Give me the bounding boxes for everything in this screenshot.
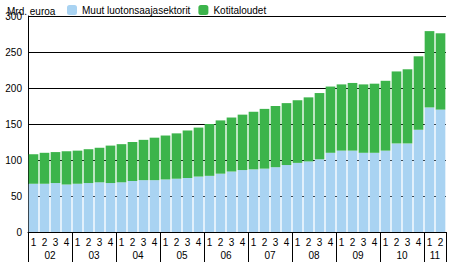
svg-text:4: 4: [108, 237, 114, 248]
svg-text:1: 1: [339, 237, 345, 248]
svg-text:3: 3: [97, 237, 103, 248]
svg-text:1: 1: [251, 237, 257, 248]
svg-text:1: 1: [427, 237, 433, 248]
svg-text:1: 1: [119, 237, 125, 248]
svg-text:Kotitaloudet: Kotitaloudet: [213, 5, 266, 16]
svg-text:2: 2: [350, 237, 356, 248]
svg-text:4: 4: [284, 237, 290, 248]
svg-text:2: 2: [174, 237, 180, 248]
svg-text:07: 07: [264, 250, 276, 261]
svg-text:100: 100: [5, 155, 22, 166]
svg-text:2: 2: [438, 237, 444, 248]
svg-text:3: 3: [317, 237, 323, 248]
svg-text:0: 0: [16, 227, 22, 238]
svg-text:06: 06: [220, 250, 232, 261]
svg-text:05: 05: [176, 250, 188, 261]
svg-text:3: 3: [185, 237, 191, 248]
svg-text:2: 2: [262, 237, 268, 248]
svg-text:1: 1: [163, 237, 169, 248]
svg-text:Mrd. euroa: Mrd. euroa: [7, 6, 56, 17]
svg-text:2: 2: [130, 237, 136, 248]
svg-text:4: 4: [416, 237, 422, 248]
svg-text:4: 4: [64, 237, 70, 248]
svg-text:03: 03: [88, 250, 100, 261]
svg-text:2: 2: [42, 237, 48, 248]
svg-text:2: 2: [86, 237, 92, 248]
svg-text:04: 04: [132, 250, 144, 261]
svg-text:3: 3: [141, 237, 147, 248]
svg-text:10: 10: [396, 250, 408, 261]
svg-text:2: 2: [394, 237, 400, 248]
svg-text:200: 200: [5, 83, 22, 94]
svg-text:4: 4: [240, 237, 246, 248]
svg-text:4: 4: [372, 237, 378, 248]
svg-text:09: 09: [352, 250, 364, 261]
svg-text:2: 2: [306, 237, 312, 248]
svg-text:3: 3: [405, 237, 411, 248]
svg-text:250: 250: [5, 47, 22, 58]
svg-text:3: 3: [273, 237, 279, 248]
svg-text:1: 1: [75, 237, 81, 248]
svg-text:11: 11: [430, 250, 441, 261]
svg-text:1: 1: [295, 237, 301, 248]
svg-text:3: 3: [229, 237, 235, 248]
svg-text:4: 4: [328, 237, 334, 248]
svg-text:02: 02: [44, 250, 56, 261]
svg-text:3: 3: [53, 237, 59, 248]
svg-text:Muut luotonsaajasektorit: Muut luotonsaajasektorit: [82, 5, 191, 16]
svg-text:1: 1: [207, 237, 213, 248]
svg-text:3: 3: [361, 237, 367, 248]
svg-text:1: 1: [31, 237, 37, 248]
svg-text:1: 1: [383, 237, 389, 248]
svg-text:4: 4: [152, 237, 158, 248]
svg-text:4: 4: [196, 237, 202, 248]
svg-text:2: 2: [218, 237, 224, 248]
svg-text:50: 50: [11, 191, 23, 202]
svg-text:150: 150: [5, 119, 22, 130]
svg-text:08: 08: [308, 250, 320, 261]
